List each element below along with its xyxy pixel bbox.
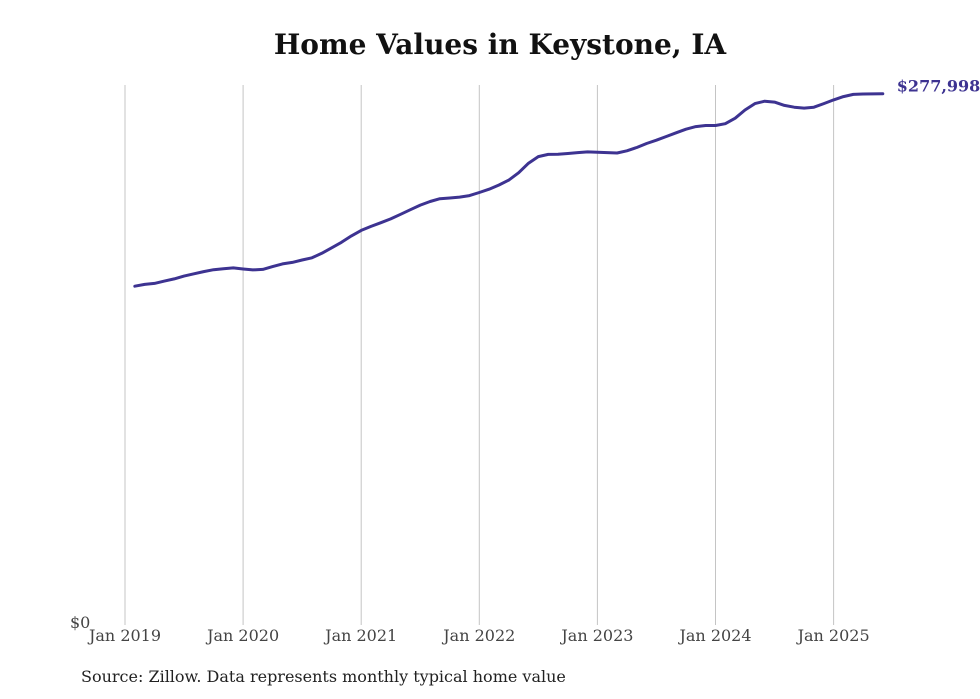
series-line [133,92,885,288]
y-tick-label: $0 [70,613,90,632]
source-note: Source: Zillow. Data represents monthly … [81,667,566,686]
series-group [133,92,885,288]
line-chart: Jan 2019 Jan 2020 Jan 2021 Jan 2022 Jan 2023… [70,77,980,645]
end-value-labels: $277,998 [897,77,980,96]
x-tick-label: Jan 2022 [441,626,515,645]
x-tick-label: Jan 2023 [559,626,633,645]
x-tick-label: Jan 2021 [323,626,397,645]
vertical-gridlines [124,85,835,625]
end-value-label: $277,998 [897,77,980,96]
x-tick-label: Jan 2020 [205,626,279,645]
x-tick-label: Jan 2019 [87,626,161,645]
x-tick-label: Jan 2025 [796,626,870,645]
y-axis-tick-labels: $0 [70,613,90,632]
x-tick-label: Jan 2024 [677,626,751,645]
chart-title: Home Values in Keystone, IA [273,28,727,61]
x-axis-tick-labels: Jan 2019 Jan 2020 Jan 2021 Jan 2022 Jan 2023… [87,626,870,645]
